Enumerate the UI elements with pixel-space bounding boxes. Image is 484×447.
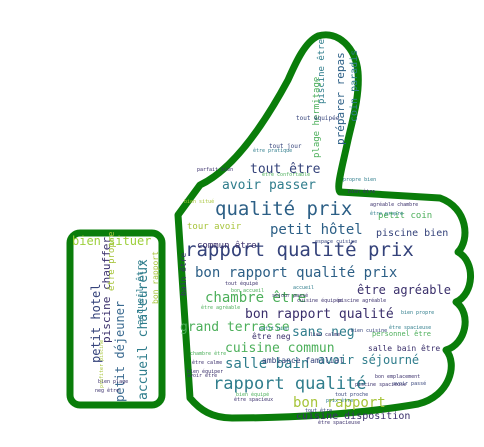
cloud-word: tout proche: [335, 392, 368, 398]
cloud-word: ambiance familial: [262, 356, 344, 365]
cloud-word: accueil être: [135, 260, 146, 325]
cloud-word: tour avoir: [187, 222, 242, 232]
cloud-word: profiter piscine: [99, 340, 105, 388]
cloud-word: sans neg: [292, 325, 355, 340]
cloud-word: être pratique: [253, 147, 292, 154]
cloud-word: petit coin: [378, 211, 432, 221]
cloud-word: personnel être: [372, 330, 431, 338]
cloud-word: être calme: [192, 359, 222, 366]
cloud-word: avoir être: [187, 372, 217, 379]
cloud-word: tout être: [305, 407, 332, 414]
cloud-word: neg être: [95, 387, 119, 394]
cloud-word: avoir passé: [393, 380, 426, 387]
cloud-word: espace cuisine: [315, 239, 357, 245]
cloud-word: chambre être: [190, 350, 226, 357]
cloud-word: petit bien: [259, 326, 289, 332]
cloud-word: petit déjeuner: [113, 301, 127, 402]
cloud-word: être spacieuse: [318, 419, 360, 426]
cloud-word: bon rapport qualité prix: [195, 265, 397, 281]
cloud-word: bien situé: [184, 198, 214, 205]
cloud-word: bain être: [178, 252, 188, 296]
cloud-word: piscine bien: [376, 228, 448, 239]
cloud-word: bon rapport: [293, 395, 386, 411]
cloud-word: séjour passé: [272, 292, 308, 299]
cloud-word: bien être: [348, 188, 375, 195]
cloud-word: bien équipé: [236, 391, 269, 398]
cloud-word: être spacieuse: [389, 324, 431, 331]
cloud-word: bon rapport: [151, 251, 160, 304]
cloud-word: être agréable: [357, 283, 451, 297]
cloud-word: rapport qualité: [213, 374, 367, 394]
cloud-word: accueil: [293, 285, 314, 291]
cloud-word: bien équiper: [187, 368, 223, 375]
cloud-word: bien propre: [401, 310, 434, 316]
cloud-word: accueil chaleureux: [136, 259, 151, 400]
cloud-word: bien situer: [72, 234, 151, 248]
cloud-word: cuisine disposition: [296, 411, 410, 422]
cloud-word: bien cuisine: [351, 328, 387, 334]
cloud-word: être neg: [252, 331, 291, 341]
cloud-word: grand terrasse: [180, 320, 290, 335]
cloud-word: parfait bien: [197, 167, 233, 173]
cloud-word: prix être: [326, 397, 353, 404]
cloud-word: salle bain: [225, 356, 309, 372]
cloud-word: avoir passer: [222, 178, 316, 193]
cloud-word: bon emplacement: [375, 374, 420, 380]
cloud-word: petit hôtel: [270, 222, 363, 238]
cloud-word: lieu calme: [310, 332, 340, 338]
cloud-word: plage hermitage: [312, 77, 322, 158]
cloud-word: agréable chambre: [370, 201, 418, 208]
cloud-word: bon rapport qualité: [245, 307, 394, 322]
cloud-word: bon accueil: [231, 288, 264, 294]
cloud-word: être propre: [106, 231, 117, 291]
cloud-word: chambre être: [205, 290, 306, 306]
cloud-word: tout équipé: [225, 280, 258, 287]
cloud-word: coin paradis: [349, 50, 360, 122]
cloud-word: préparer repas: [334, 52, 347, 145]
cloud-word: petit hotel: [89, 284, 103, 363]
cloud-word: piscine être: [316, 39, 327, 104]
cloud-word: piscine spacieuse: [355, 382, 406, 388]
cloud-word: tout jour: [269, 143, 302, 150]
cloud-word: cuisine commun: [225, 341, 335, 356]
cloud-word: cuisine équipée: [297, 297, 342, 304]
cloud-word: être propre: [370, 210, 403, 217]
cloud-word: bien plage: [98, 379, 128, 385]
cloud-word: piscine agréable: [338, 297, 386, 304]
cloud-word: commun être: [197, 240, 257, 251]
cloud-word: tout équipée: [296, 115, 340, 122]
cloud-word: avoir séjourné: [318, 353, 419, 367]
cloud-word: rapport qualité prix: [185, 239, 414, 261]
thumb-cuff-outline: [66, 229, 166, 409]
cloud-word: être spacieux: [234, 396, 273, 403]
thumb-hand-outline: [174, 31, 474, 422]
cloud-word: être agréable: [201, 304, 240, 311]
cloud-word: qualité prix: [215, 198, 352, 220]
cloud-word: tout être: [250, 162, 321, 177]
cloud-word: propre bien: [343, 177, 376, 183]
cloud-word: piscine chauffer: [100, 237, 113, 343]
cloud-word: être confortable: [262, 171, 310, 178]
cloud-word: salle bain être: [368, 343, 440, 353]
